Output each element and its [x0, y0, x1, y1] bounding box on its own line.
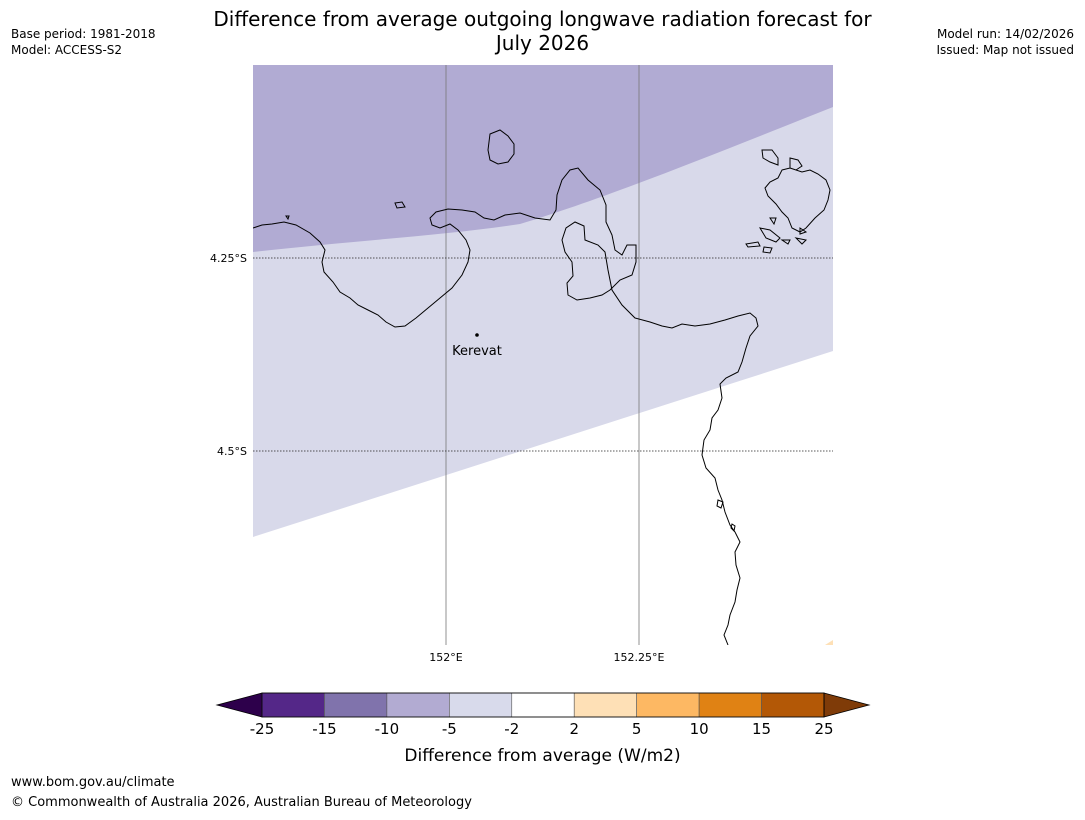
coastlines [253, 129, 831, 645]
map-title-line-1: Difference from average outgoing longwav… [213, 7, 872, 31]
colorbar-segment [261, 692, 325, 718]
coastline-islet-4 [730, 523, 736, 533]
colorbar-tick-label: -25 [249, 720, 275, 738]
metadata-left: Base period: 1981-2018 Model: ACCESS-S2 [11, 26, 156, 58]
coastline-duke-of-york-islands [745, 149, 831, 254]
map-fill-layer [253, 65, 833, 645]
coastline-watom-island [487, 129, 515, 165]
colorbar-tick-label: 2 [569, 720, 579, 738]
band-light-orange [825, 640, 833, 645]
colorbar-outline [261, 692, 825, 718]
footer-url: www.bom.gov.au/climate [11, 775, 175, 790]
lat-label-4-5: 4.5°S [217, 445, 247, 458]
colorbar-tick-label: 10 [689, 720, 709, 738]
colorbar-label: Difference from average (W/m2) [404, 746, 681, 766]
colorbar-tick-label: -5 [441, 720, 457, 738]
issued-text: Issued: Map not issued [936, 43, 1074, 57]
coastline-gazelle-peninsula [253, 167, 759, 645]
kerevat-marker [475, 333, 479, 337]
colorbar-segment [698, 692, 762, 718]
colorbar-tick-label: -15 [312, 720, 337, 738]
metadata-right: Model run: 14/02/2026 Issued: Map not is… [936, 26, 1074, 58]
coastline-islet-1 [394, 201, 406, 209]
coastline-islet-2 [285, 215, 290, 221]
map-title: Difference from average outgoing longwav… [190, 7, 895, 55]
lat-label-4-25: 4.25°S [210, 252, 247, 265]
colorbar-extend-low [215, 692, 263, 718]
colorbar-tick-label: -10 [374, 720, 400, 738]
base-period-text: Base period: 1981-2018 [11, 27, 156, 41]
colorbar-tick-label: 5 [631, 720, 642, 738]
colorbar-segment [573, 692, 637, 718]
coastline-islet-3 [716, 499, 724, 509]
colorbar-segment [761, 692, 825, 718]
colorbar [215, 692, 871, 718]
colorbar-segment [386, 692, 450, 718]
model-text: Model: ACCESS-S2 [11, 43, 123, 57]
colorbar-extend-high [823, 692, 871, 718]
kerevat-label: Kerevat [452, 344, 502, 359]
lon-label-152-25: 152.25°E [614, 651, 665, 664]
model-run-text: Model run: 14/02/2026 [936, 27, 1074, 41]
colorbar-segment [636, 692, 700, 718]
lon-label-152: 152°E [429, 651, 462, 664]
footer-copyright: © Commonwealth of Australia 2026, Austra… [11, 795, 472, 810]
colorbar-segment [511, 692, 575, 718]
colorbar-tick-label: -2 [504, 720, 520, 738]
colorbar-segment [324, 692, 388, 718]
colorbar-segment [449, 692, 513, 718]
band-medium-purple [253, 65, 833, 252]
colorbar-tick-label: 25 [814, 720, 834, 738]
map-title-line-2: July 2026 [495, 31, 590, 55]
colorbar-tick-label: 15 [752, 720, 772, 738]
gridlines [253, 65, 833, 645]
